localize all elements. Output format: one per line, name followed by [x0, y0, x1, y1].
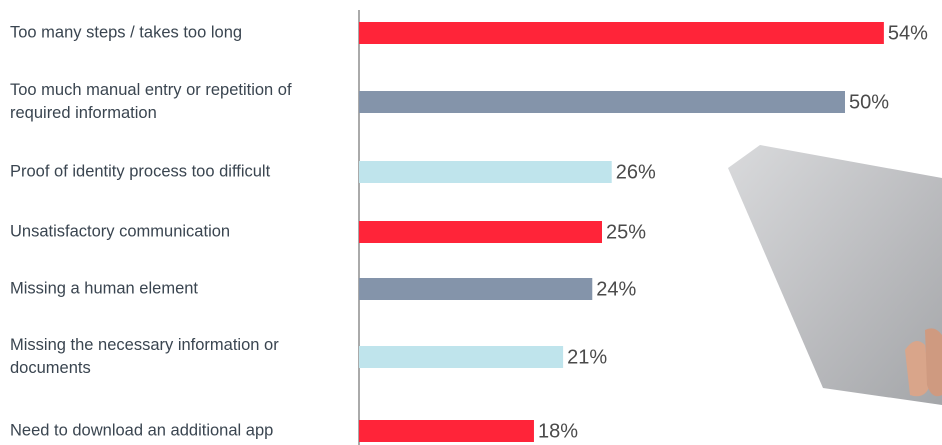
value-label: 21% — [567, 346, 607, 368]
value-label: 24% — [596, 278, 636, 300]
bar — [359, 161, 612, 183]
tablet-illustration — [728, 145, 942, 405]
category-label: Need to download an additional app — [10, 420, 345, 443]
value-label: 54% — [888, 22, 928, 44]
value-label: 26% — [616, 161, 656, 183]
category-label: Too much manual entry or repetition of r… — [10, 79, 345, 125]
value-label: 50% — [849, 91, 889, 113]
chart: 54% 50% 26% 25% 24% 21% 18% Too many steps / t… — [0, 0, 942, 445]
value-label: 18% — [538, 420, 578, 442]
category-label: Missing a human element — [10, 278, 345, 301]
category-label: Unsatisfactory communication — [10, 221, 345, 244]
bar — [359, 420, 534, 442]
bar — [359, 278, 592, 300]
category-label: Too many steps / takes too long — [10, 22, 345, 45]
category-label: Proof of identity process too difficult — [10, 161, 345, 184]
bar — [359, 22, 884, 44]
bar — [359, 91, 845, 113]
bar — [359, 221, 602, 243]
value-label: 25% — [606, 221, 646, 243]
category-label: Missing the necessary information or doc… — [10, 334, 345, 380]
bar — [359, 346, 563, 368]
